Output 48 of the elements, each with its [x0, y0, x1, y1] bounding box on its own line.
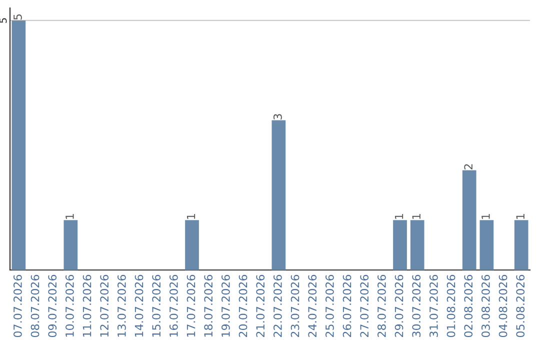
data-label: 5	[0, 18, 7, 23]
x-tick-label: 24.07.2026	[308, 274, 317, 337]
x-tick-label: 31.07.2026	[429, 274, 438, 337]
x-tick-label: 16.07.2026	[169, 274, 178, 337]
x-tick-label: 27.07.2026	[360, 274, 369, 337]
x-tick-label: 04.08.2026	[498, 274, 508, 338]
bar	[480, 220, 494, 270]
bar	[410, 220, 424, 270]
data-label: 1	[394, 214, 404, 219]
x-tick-label: 02.08.2026	[464, 274, 473, 338]
data-label: 1	[482, 214, 490, 219]
x-tick-label: 08.07.2026	[30, 274, 40, 338]
data-label: 1	[412, 214, 420, 219]
bar	[462, 170, 476, 270]
x-tick-label: 18.07.2026	[204, 274, 213, 337]
x-tick-label: 09.07.2026	[48, 274, 57, 338]
x-tick-label: 19.07.2026	[221, 274, 230, 337]
x-tick-label: 03.08.2026	[481, 274, 490, 338]
x-tick-label: 01.08.2026	[446, 274, 456, 338]
x-tick-label: 21.07.2026	[256, 274, 265, 337]
bar	[64, 220, 78, 270]
x-tick-label: 11.07.2026	[82, 274, 92, 337]
bar	[12, 20, 26, 270]
x-tick-label: 05.08.2026	[516, 274, 525, 338]
data-label: 2	[464, 164, 472, 170]
x-tick-label: 14.07.2026	[134, 274, 144, 337]
x-tick-label: 30.07.2026	[412, 274, 421, 337]
bar	[393, 220, 407, 270]
x-tick-label: 26.07.2026	[342, 274, 352, 337]
x-tick-label: 25.07.2026	[325, 274, 334, 337]
data-label: 1	[186, 214, 196, 219]
x-tick-label: 22.07.2026	[273, 274, 282, 337]
data-label: 1	[516, 214, 524, 219]
x-tick-label: 13.07.2026	[117, 274, 126, 337]
x-tick-label: 20.07.2026	[238, 274, 248, 337]
bar	[185, 220, 199, 270]
x-tick-label: 29.07.2026	[394, 274, 404, 337]
bar	[514, 220, 528, 270]
x-tick-label: 23.07.2026	[290, 274, 300, 337]
bar	[272, 120, 286, 270]
x-tick-label: 10.07.2026	[65, 274, 74, 337]
data-label: 1	[66, 214, 74, 219]
x-tick-label: 17.07.2026	[186, 274, 196, 337]
x-tick-label: 28.07.2026	[377, 274, 386, 337]
x-tick-label: 12.07.2026	[100, 274, 109, 337]
data-label: 3	[273, 114, 282, 120]
x-tick-label: 07.07.2026	[13, 274, 22, 338]
x-tick-label: 15.07.2026	[152, 274, 161, 337]
